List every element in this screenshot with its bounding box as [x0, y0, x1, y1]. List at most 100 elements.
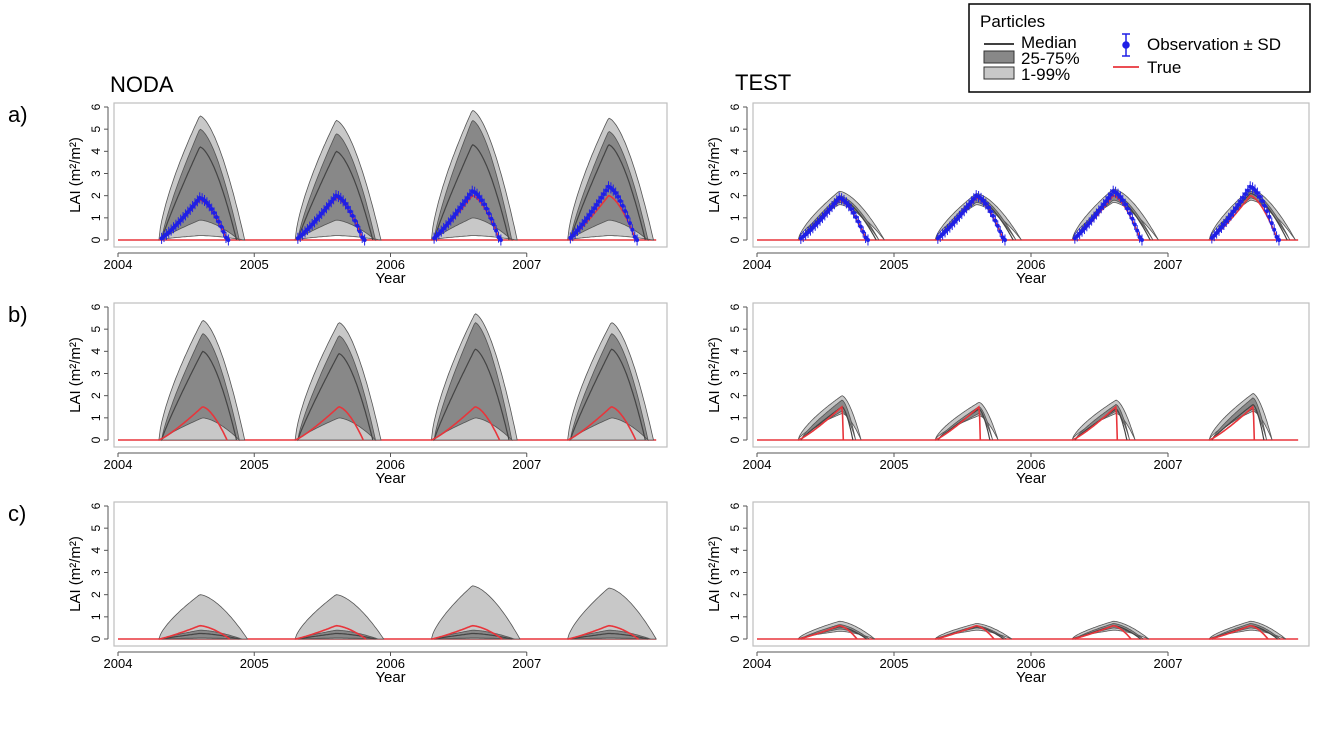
observation-point: [1264, 209, 1269, 214]
x-tick-label: 2004: [743, 257, 772, 272]
legend-range-swatch: [983, 66, 1015, 80]
y-axis-label: LAI (m²/m²): [706, 137, 723, 213]
median-line-season-2004: [161, 350, 238, 441]
observation-point: [465, 195, 470, 200]
observation-point: [952, 219, 957, 224]
observation-point: [322, 208, 327, 213]
y-tick-label: 2: [728, 192, 742, 199]
observation-point: [830, 204, 835, 209]
plot-frame: [752, 102, 1310, 248]
observation-point: [1221, 222, 1226, 227]
observation-point: [995, 223, 1000, 228]
observation-point: [1123, 202, 1128, 207]
observation-point: [580, 222, 585, 227]
observation-point: [486, 211, 491, 216]
y-tick-label: 1: [89, 613, 103, 620]
observations-season-2005: [935, 190, 1007, 246]
observation-point: [1238, 199, 1243, 204]
true-line-season-2007: [1208, 405, 1256, 441]
x-axis-label: Year: [375, 470, 405, 487]
observation-point: [967, 202, 972, 207]
observations-season-2004: [798, 192, 870, 246]
observation-point: [820, 215, 825, 220]
y-tick-label: 6: [89, 103, 103, 110]
observation-point: [178, 218, 183, 223]
observation-point: [1255, 191, 1260, 196]
y-axis-label: LAI (m²/m²): [67, 337, 84, 413]
observation-point: [362, 238, 367, 242]
band-25-75-season-2004: [160, 333, 240, 442]
observation-point: [950, 222, 955, 227]
x-tick-label: 2005: [880, 656, 909, 671]
observation-point: [1080, 229, 1085, 234]
true-line-season-2006: [431, 624, 503, 640]
observation-point: [998, 229, 1003, 234]
true-line-season-2007: [567, 406, 637, 441]
legend-observation-swatch: [1122, 33, 1130, 57]
observation-point: [825, 210, 830, 215]
panel-c-test: 0 1 2 3 4 5 6 LAI (m²/m²) 2004 2005 2006 2007 Year: [706, 501, 1310, 686]
observation-point: [849, 207, 854, 212]
observation-point: [1077, 231, 1082, 236]
observation-point: [357, 229, 362, 234]
observation-point: [312, 219, 317, 224]
y-tick-label: 2: [728, 591, 742, 598]
observation-point: [594, 202, 599, 207]
y-tick-label: 4: [89, 148, 103, 155]
observation-point: [993, 218, 998, 223]
y-tick-label: 4: [728, 547, 742, 554]
observation-point: [1260, 198, 1265, 203]
true-line-season-2004: [158, 406, 228, 441]
observation-point: [1118, 194, 1123, 199]
x-tick-label: 2006: [376, 457, 405, 472]
observation-point: [305, 227, 310, 232]
observation-point: [226, 238, 231, 242]
observation-point: [176, 220, 181, 225]
observation-point: [1267, 214, 1272, 219]
x-tick-label: 2005: [880, 257, 909, 272]
observation-point: [613, 191, 618, 196]
x-axis-label: Year: [1016, 270, 1046, 287]
observation-point: [467, 192, 472, 197]
observation-point: [599, 195, 604, 200]
observation-point: [317, 214, 322, 219]
observation-point: [331, 196, 336, 201]
y-tick-label: 5: [728, 126, 742, 133]
x-tick-label: 2005: [240, 257, 269, 272]
observation-point: [1106, 195, 1111, 200]
observation-point: [1257, 194, 1262, 199]
band-25-75-season-2004: [160, 128, 240, 242]
true-line-season-2006: [1071, 405, 1119, 441]
legend: Particles Median 25-75% 1-99% Observatio…: [968, 3, 1311, 93]
x-tick-label: 2006: [1017, 457, 1046, 472]
observation-point: [1094, 212, 1099, 217]
observation-point: [865, 238, 870, 242]
observation-point: [582, 219, 587, 224]
observation-point: [635, 238, 640, 242]
legend-frame: [968, 3, 1311, 93]
observation-point: [863, 235, 868, 240]
y-tick-label: 5: [728, 525, 742, 532]
median-line-season-2007: [569, 348, 646, 441]
observation-point: [623, 209, 628, 214]
legend-observation-label: Observation ± SD: [1147, 35, 1281, 54]
observation-point: [310, 222, 315, 227]
observation-point: [446, 220, 451, 225]
x-tick-label: 2007: [512, 457, 541, 472]
observation-point: [448, 218, 453, 223]
band-25-75-season-2006: [433, 629, 515, 640]
band-25-75-season-2006: [433, 322, 513, 442]
observations-season-2004: [159, 192, 231, 246]
observation-point: [1236, 202, 1241, 207]
observation-point: [1137, 235, 1142, 240]
observation-point: [324, 205, 329, 210]
observation-point: [183, 212, 188, 217]
observation-point: [570, 233, 575, 238]
observation-point: [611, 188, 616, 193]
observation-point: [1000, 235, 1005, 240]
observation-point: [969, 199, 974, 204]
panel-b-test: 0 1 2 3 4 5 6 LAI (m²/m²) 2004 2005 2006 2007 Year: [706, 302, 1310, 487]
observation-point: [360, 235, 365, 240]
y-tick-label: 0: [89, 436, 103, 443]
